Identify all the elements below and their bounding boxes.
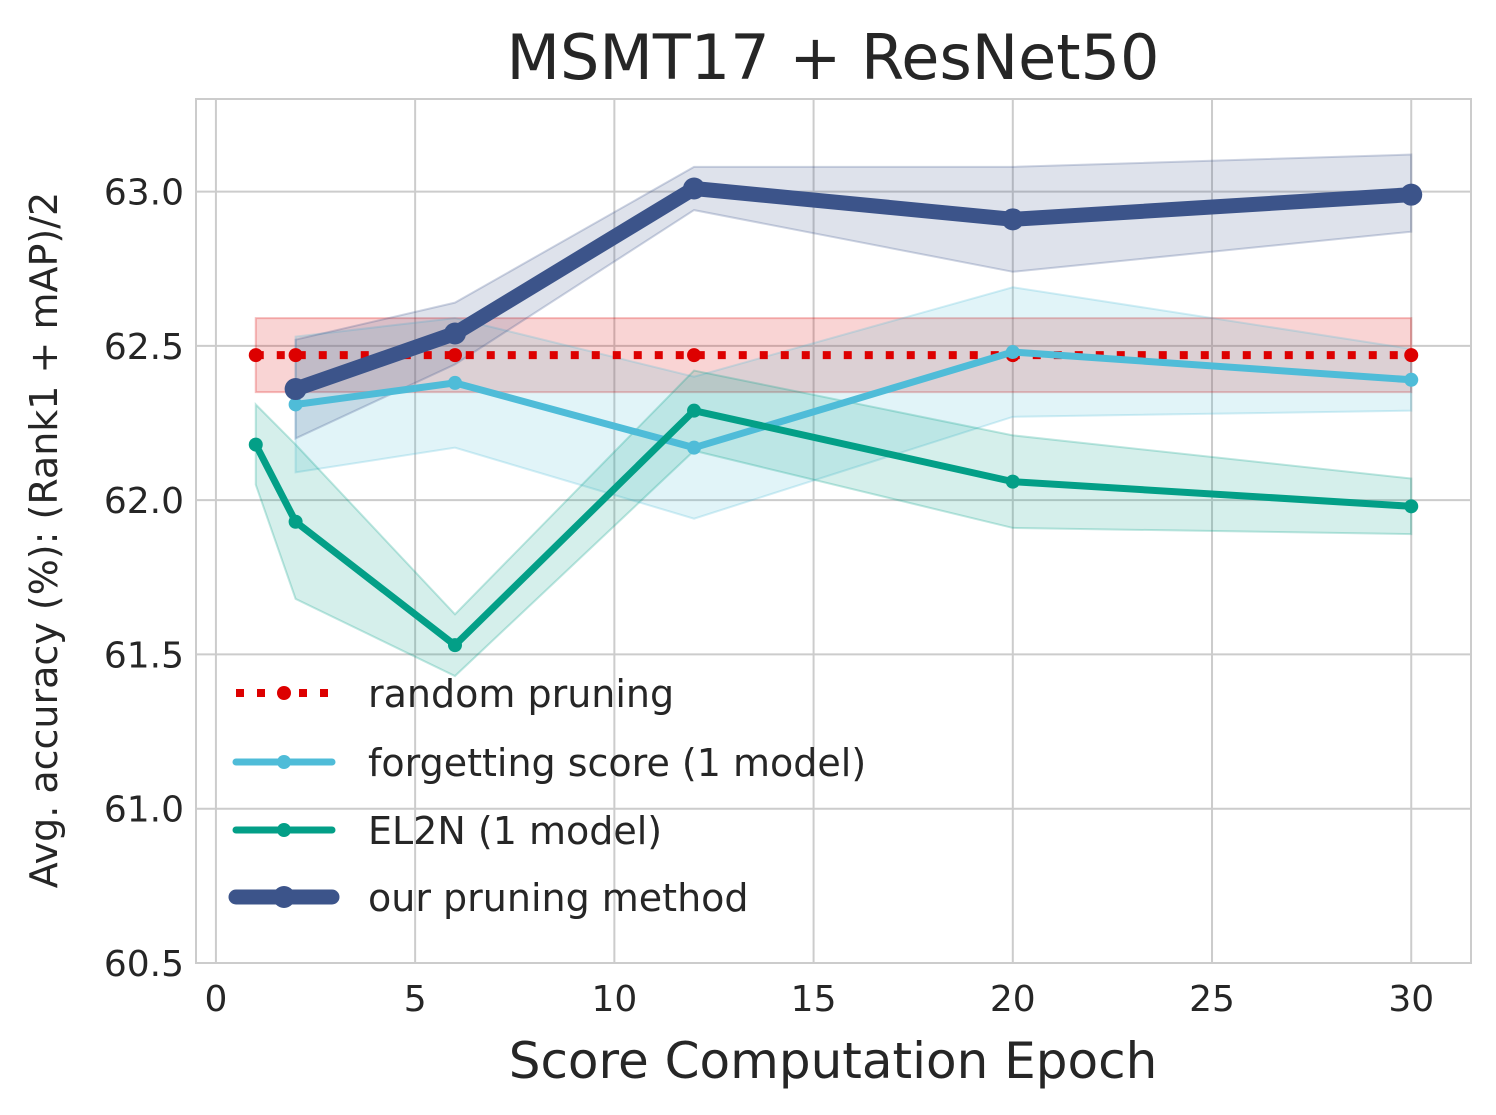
forgetting-score-1-model-point xyxy=(288,397,303,412)
random-pruning-point xyxy=(248,348,263,363)
legend: random pruning forgetting score (1 model)… xyxy=(228,672,866,920)
y-tick-label: 63.0 xyxy=(104,173,184,214)
forgetting-score-1-model-point xyxy=(1005,345,1020,360)
our-pruning-method-point xyxy=(1400,183,1423,206)
random-pruning-point xyxy=(447,348,462,363)
x-tick-label: 20 xyxy=(990,979,1036,1020)
legend-marker-random-pruning xyxy=(277,686,291,700)
legend-label-forgetting-score-1-model: forgetting score (1 model) xyxy=(368,741,866,785)
our-pruning-method-point xyxy=(443,322,466,345)
y-tick-label: 61.0 xyxy=(104,790,184,831)
forgetting-score-1-model-point xyxy=(447,375,462,390)
el2n-1-model-line xyxy=(252,407,1412,649)
el2n-1-model-band xyxy=(254,369,1413,678)
legend-marker-el2n-1-model xyxy=(277,823,291,837)
our-pruning-method-point xyxy=(284,378,307,401)
el2n-1-model-point xyxy=(248,437,263,452)
legend-label-el2n-1-model: EL2N (1 model) xyxy=(368,809,662,853)
chart-title: MSMT17 + ResNet50 xyxy=(507,21,1160,94)
legend-label-random-pruning: random pruning xyxy=(368,672,674,716)
random-pruning-point xyxy=(288,348,303,363)
series-lines xyxy=(248,177,1423,653)
random-pruning-point xyxy=(687,348,702,363)
y-tick-label: 62.5 xyxy=(104,327,184,368)
y-tick-label: 62.0 xyxy=(104,481,184,522)
our-pruning-method-point xyxy=(683,177,706,200)
x-tick-label: 30 xyxy=(1388,979,1434,1020)
our-pruning-method-point xyxy=(1001,208,1024,231)
x-tick-label: 25 xyxy=(1189,979,1235,1020)
x-tick-label: 0 xyxy=(204,979,227,1020)
plot-area xyxy=(195,98,1472,964)
forgetting-score-1-model-point xyxy=(1404,372,1419,387)
y-axis-label: Avg. accuracy (%): (Rank1 + mAP)/2 xyxy=(22,192,66,888)
el2n-1-model-point xyxy=(1404,499,1419,514)
legend-marker-our-pruning-method xyxy=(273,886,295,908)
legend-marker-forgetting-score-1-model xyxy=(277,755,291,769)
tick-labels: 0 5 10 15 20 25 30 60.5 61.0 61.5 62.0 62.5 63.0 xyxy=(104,173,1434,1020)
el2n-1-model-point xyxy=(687,403,702,418)
el2n-1-model-point xyxy=(1005,474,1020,489)
el2n-1-model-point xyxy=(447,638,462,653)
forgetting-score-1-model-point xyxy=(687,440,702,455)
y-tick-label: 60.5 xyxy=(104,944,184,985)
el2n-1-model-point xyxy=(288,514,303,529)
x-tick-label: 10 xyxy=(591,979,637,1020)
grid xyxy=(196,99,1471,964)
legend-label-our-pruning-method: our pruning method xyxy=(368,876,749,920)
x-tick-label: 5 xyxy=(404,979,427,1020)
x-axis-label: Score Computation Epoch xyxy=(509,1032,1158,1090)
x-tick-label: 15 xyxy=(791,979,837,1020)
y-tick-label: 61.5 xyxy=(104,635,184,676)
random-pruning-point xyxy=(1404,348,1419,363)
